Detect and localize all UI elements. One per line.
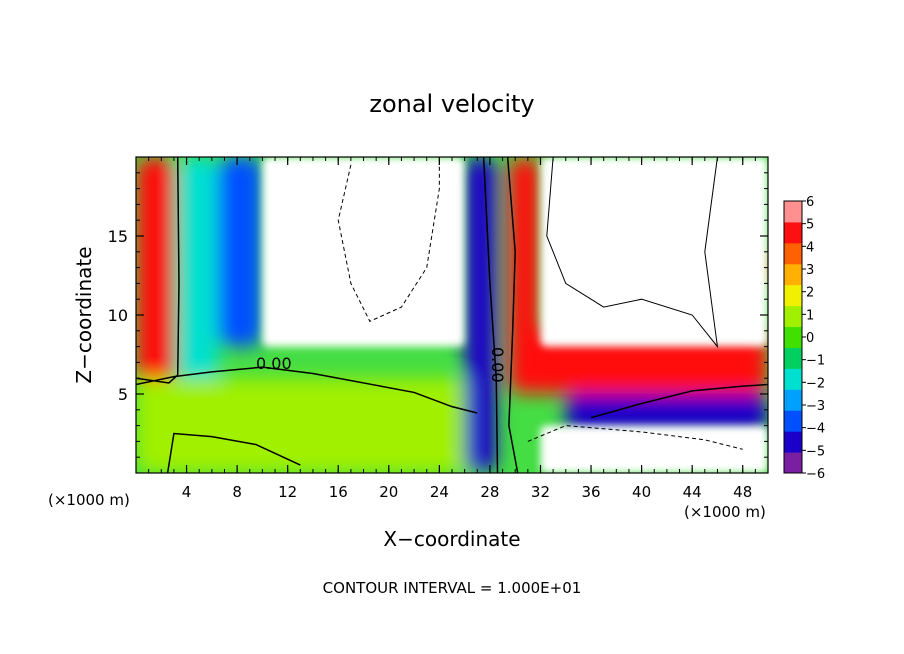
colorbar-cell [784, 284, 802, 307]
x-tick-label: 36 [581, 483, 600, 501]
colorbar-cell [784, 305, 802, 328]
y-tick-label: 10 [108, 306, 128, 325]
chart-title: zonal velocity [369, 90, 534, 118]
colorbar-tick-label: −6 [806, 467, 825, 482]
colorbar-cell [784, 389, 802, 411]
region-mid-right-negative-layer [565, 394, 768, 434]
colorbar-cell [784, 326, 802, 348]
x-tick-label: 32 [531, 483, 550, 501]
x-tick-label: 8 [232, 483, 242, 501]
region-left-edge-positive [136, 157, 174, 387]
region-blue-column [218, 157, 263, 347]
contour-line-2 [546, 157, 719, 349]
colorbar-tick-label: 5 [806, 218, 814, 233]
colorbar-cell [784, 368, 802, 390]
colorbar-tick-label: −1 [806, 354, 825, 369]
x-tick-label: 20 [379, 483, 398, 501]
colorbar-tick-label: 6 [806, 195, 814, 210]
colorbar-tick-label: 3 [806, 263, 814, 278]
zero-contour-4 [506, 157, 519, 473]
colorbar-tick-label: 0 [806, 331, 814, 346]
colorbar-cell [784, 410, 802, 432]
x-tick-label: 40 [632, 483, 651, 501]
colorbar-tick-label: −2 [806, 376, 825, 391]
x-unit-left: (×1000 m) [48, 491, 130, 509]
colorbar-cell [784, 347, 802, 369]
zero-contour-label-1: 0.00 [256, 354, 292, 373]
zero-contour-1 [136, 157, 180, 384]
zero-contour-label-2: 0.00 [488, 347, 507, 383]
heatmap-field [136, 157, 768, 473]
region-right-upper-void [540, 157, 768, 347]
contour-interval-note: CONTOUR INTERVAL = 1.000E+01 [323, 579, 582, 597]
x-tick-label: 4 [182, 483, 192, 501]
colorbar-tick-label: 1 [806, 308, 814, 323]
region-cyan-column [177, 157, 219, 387]
y-tick-label: 5 [118, 385, 128, 404]
colorbar-cell [784, 431, 802, 453]
region-center-green-band [136, 378, 490, 473]
colorbar-tick-label: 2 [806, 286, 814, 301]
colorbar-tick-label: −3 [806, 399, 825, 414]
zero-contour-3 [482, 157, 499, 473]
colorbar-cell [784, 242, 802, 265]
x-tick-label: 16 [329, 483, 348, 501]
colorbar-cell [784, 263, 802, 286]
y-axis-label: Z−coordinate [72, 246, 96, 383]
colorbar-cell [784, 201, 802, 223]
x-tick-label: 48 [733, 483, 752, 501]
y-tick-label: 15 [108, 227, 128, 246]
x-tick-label: 24 [430, 483, 449, 501]
colorbar-cell [784, 452, 802, 474]
colorbar-cell [784, 221, 802, 244]
colorbar-tick-label: −5 [806, 444, 825, 459]
x-tick-label: 28 [480, 483, 499, 501]
contour-line-1 [337, 157, 440, 322]
region-lower-right-void [540, 425, 768, 473]
colorbar-tick-label: 4 [806, 240, 814, 255]
x-tick-label: 12 [278, 483, 297, 501]
x-axis-label: X−coordinate [383, 527, 520, 551]
region-x28-negative-column [464, 157, 497, 473]
colorbar: 6 5 4 3 2 1 0 −1 −2 −3 −4 −5 −6 [783, 195, 825, 482]
zero-contour-2 [136, 366, 478, 414]
zero-contour-6 [590, 383, 768, 419]
x-unit-right: (×1000 m) [684, 503, 766, 521]
colorbar-tick-label: −4 [806, 422, 825, 437]
x-tick-label: 44 [683, 483, 702, 501]
zero-contour-5 [166, 432, 301, 473]
region-central-upper-void [262, 157, 465, 347]
